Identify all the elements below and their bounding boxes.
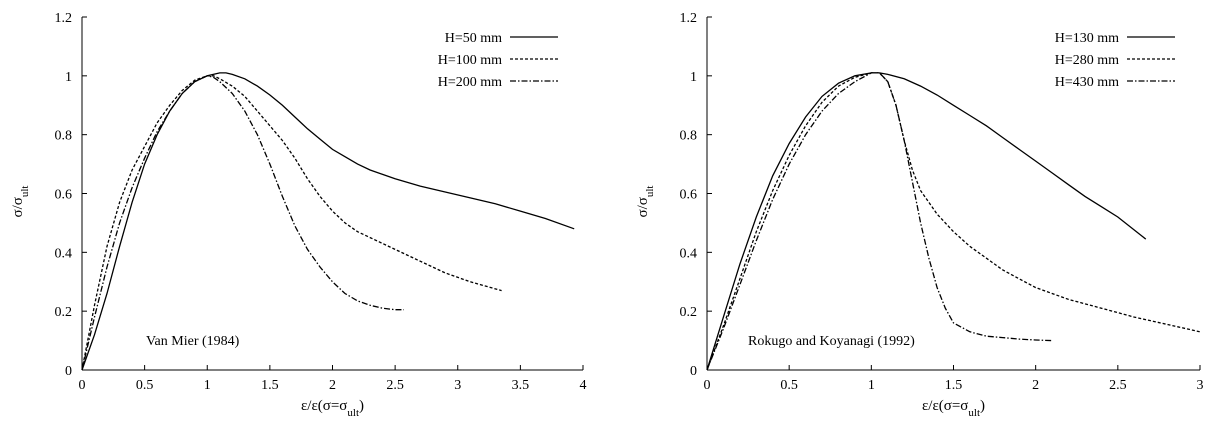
series-line: [706, 72, 1053, 371]
y-tick-label: 0.4: [55, 246, 73, 261]
y-tick-label: 0.8: [55, 129, 73, 144]
x-tick-label: 3: [1197, 378, 1204, 393]
x-tick-label: 2.5: [386, 378, 404, 393]
chart-rokugo-koyanagi: Rokugo and Koyanagi (1992) 0 0.5 1 1.5 2 2.5 3…: [635, 11, 1204, 419]
x-tick-label: 2: [1032, 378, 1039, 393]
x-tick-label: 0.5: [780, 378, 798, 393]
legend-label: H=280 mm: [1055, 53, 1119, 68]
y-tick-label: 0: [65, 364, 72, 379]
legend-label: H=50 mm: [445, 31, 502, 46]
chart-annotation: Van Mier (1984): [146, 334, 240, 349]
x-tick-label: 1: [204, 378, 211, 393]
series-line: [81, 72, 575, 371]
x-tick-label: 1.5: [945, 378, 963, 393]
x-axis-title: ε/ε(σ=σult): [301, 398, 364, 419]
y-tick-label: 0.4: [680, 246, 698, 261]
x-tick-label: 0.5: [136, 378, 154, 393]
chart-van-mier: Van Mier (1984) 0 0.5 1 1.5 2 2.5 3 3.5 4 0 0.2 0.4…: [10, 11, 587, 419]
y-axis-title: σ/σult: [635, 186, 656, 218]
y-tick-label: 1: [65, 70, 72, 85]
x-tick-label: 1: [868, 378, 875, 393]
legend-label: H=430 mm: [1055, 75, 1119, 90]
x-tick-label: 2: [329, 378, 336, 393]
x-tick-label: 0: [79, 378, 86, 393]
series-line: [81, 75, 502, 371]
x-tick-label: 0: [704, 378, 711, 393]
y-tick-label: 0.2: [680, 305, 698, 320]
series-line: [81, 75, 404, 371]
series-line: [706, 72, 1201, 371]
y-tick-label: 0.8: [680, 129, 698, 144]
x-tick-label: 3.5: [512, 378, 530, 393]
x-tick-label: 2.5: [1109, 378, 1127, 393]
y-axis-title: σ/σult: [10, 186, 31, 218]
x-axis-title: ε/ε(σ=σult): [922, 398, 985, 419]
x-tick-label: 1.5: [261, 378, 279, 393]
y-tick-label: 0: [690, 364, 697, 379]
y-tick-label: 1.2: [680, 11, 698, 26]
legend-label: H=200 mm: [438, 75, 502, 90]
y-tick-label: 1.2: [55, 11, 73, 26]
x-tick-label: 4: [580, 378, 587, 393]
y-tick-label: 0.6: [55, 188, 73, 203]
legend-label: H=100 mm: [438, 53, 502, 68]
series-line: [706, 72, 1147, 371]
legend-label: H=130 mm: [1055, 31, 1119, 46]
y-tick-label: 1: [690, 70, 697, 85]
y-tick-label: 0.2: [55, 305, 73, 320]
chart-annotation: Rokugo and Koyanagi (1992): [748, 334, 915, 349]
x-tick-label: 3: [454, 378, 461, 393]
y-tick-label: 0.6: [680, 188, 698, 203]
